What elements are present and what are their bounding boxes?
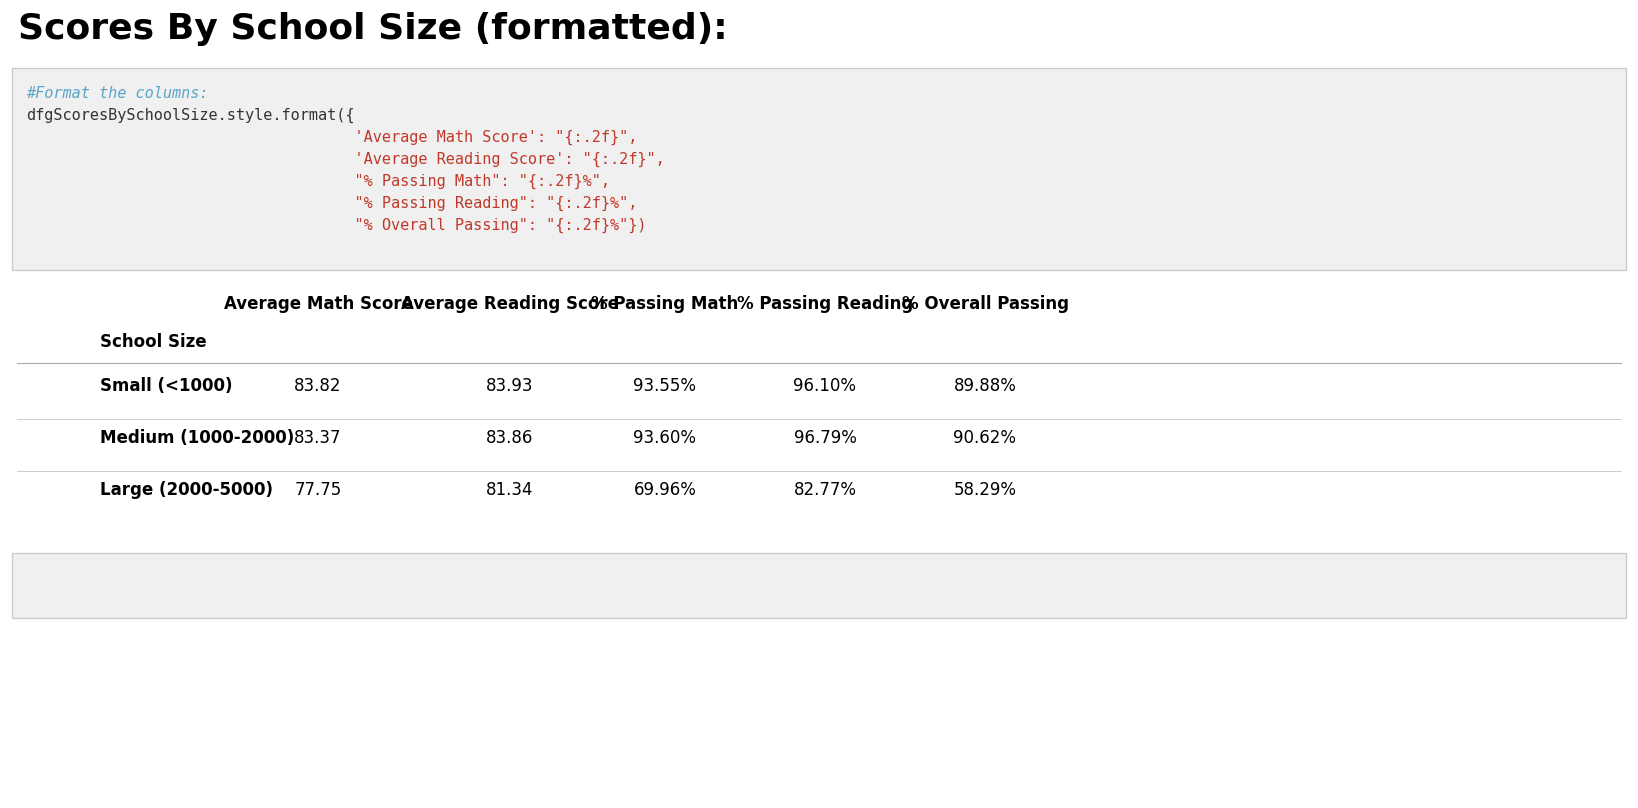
Text: 89.88%: 89.88% xyxy=(953,377,1017,395)
Text: 69.96%: 69.96% xyxy=(634,481,696,499)
Text: 96.79%: 96.79% xyxy=(793,429,857,447)
Text: 83.86: 83.86 xyxy=(486,429,534,447)
Text: Large (2000-5000): Large (2000-5000) xyxy=(100,481,274,499)
Text: "% Passing Reading": "{:.2f}%",: "% Passing Reading": "{:.2f}%", xyxy=(26,196,637,211)
Text: % Overall Passing: % Overall Passing xyxy=(901,295,1068,313)
Text: Small (<1000): Small (<1000) xyxy=(100,377,233,395)
Text: "% Overall Passing": "{:.2f}%"}): "% Overall Passing": "{:.2f}%"}) xyxy=(26,218,647,234)
Text: % Passing Math: % Passing Math xyxy=(591,295,739,313)
Text: Scores By School Size (formatted):: Scores By School Size (formatted): xyxy=(18,12,727,46)
Text: 90.62%: 90.62% xyxy=(953,429,1017,447)
Text: 58.29%: 58.29% xyxy=(953,481,1017,499)
Text: % Passing Reading: % Passing Reading xyxy=(737,295,912,313)
Text: 96.10%: 96.10% xyxy=(793,377,857,395)
Text: "% Passing Math": "{:.2f}%",: "% Passing Math": "{:.2f}%", xyxy=(26,174,609,189)
Text: dfgScoresBySchoolSize.style.format({: dfgScoresBySchoolSize.style.format({ xyxy=(26,108,354,123)
Text: 'Average Math Score': "{:.2f}",: 'Average Math Score': "{:.2f}", xyxy=(26,130,637,145)
Text: School Size: School Size xyxy=(100,333,206,351)
Text: 83.82: 83.82 xyxy=(295,377,342,395)
Text: 93.60%: 93.60% xyxy=(634,429,696,447)
Text: 'Average Reading Score': "{:.2f}",: 'Average Reading Score': "{:.2f}", xyxy=(26,152,665,167)
Text: #Format the columns:: #Format the columns: xyxy=(26,86,208,101)
Text: 81.34: 81.34 xyxy=(486,481,534,499)
Text: Medium (1000-2000): Medium (1000-2000) xyxy=(100,429,295,447)
FancyBboxPatch shape xyxy=(11,68,1627,270)
Text: 93.55%: 93.55% xyxy=(634,377,696,395)
Text: Average Reading Score: Average Reading Score xyxy=(401,295,619,313)
Text: 82.77%: 82.77% xyxy=(793,481,857,499)
Text: 83.93: 83.93 xyxy=(486,377,534,395)
Text: 83.37: 83.37 xyxy=(295,429,342,447)
Text: Average Math Score: Average Math Score xyxy=(223,295,413,313)
FancyBboxPatch shape xyxy=(11,553,1627,618)
Text: 77.75: 77.75 xyxy=(295,481,342,499)
